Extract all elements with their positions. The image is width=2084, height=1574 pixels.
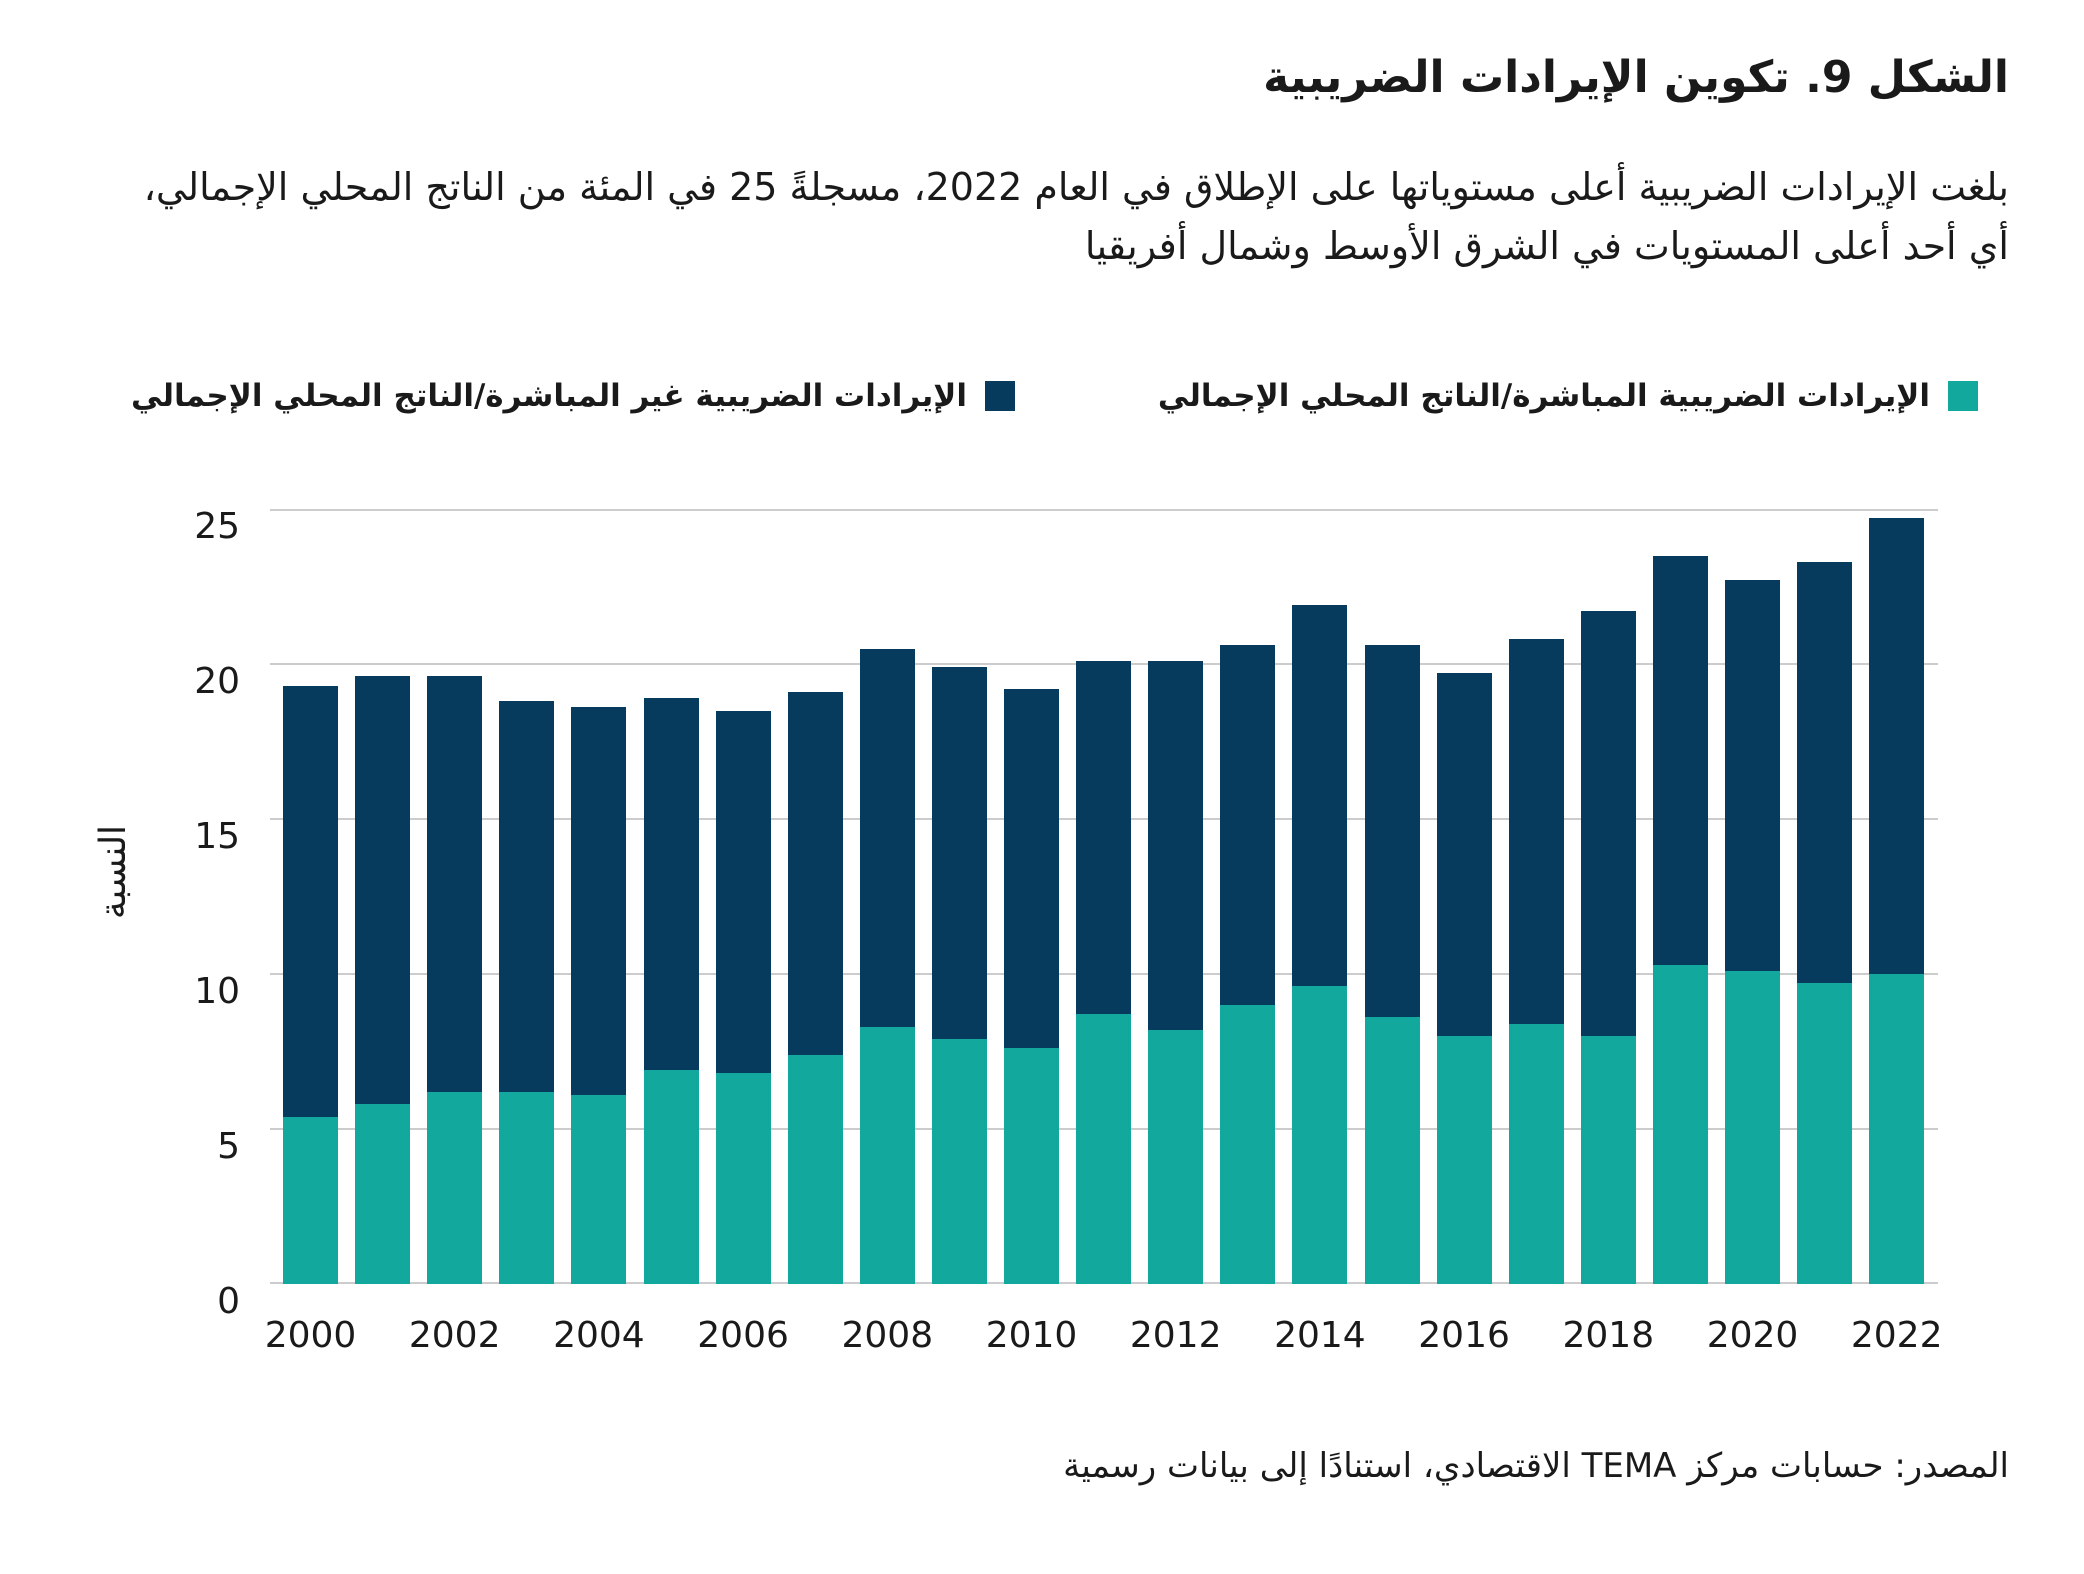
- bar-segment-direct-2021: [1797, 983, 1853, 1284]
- bar-segment-indirect-2016: [1436, 673, 1492, 1036]
- bar-segment-indirect-2007: [787, 691, 843, 1055]
- plot-area: [270, 509, 1938, 1284]
- bar-segment-direct-2005: [643, 1070, 699, 1284]
- legend-item-direct-tax: الإيرادات الضريبية المباشرة/الناتج المحل…: [1158, 372, 1978, 420]
- gridline-25: [270, 509, 1938, 511]
- bar-segment-direct-2004: [571, 1094, 627, 1284]
- y-tick-label-0: 0: [217, 1281, 240, 1322]
- bar-segment-indirect-2004: [571, 707, 627, 1095]
- bar-segment-direct-2016: [1436, 1036, 1492, 1284]
- bar-segment-direct-2014: [1292, 986, 1348, 1284]
- x-tick-label-2016: 2016: [1418, 1315, 1510, 1356]
- legend-item-indirect-tax: الإيرادات الضريبية غير المباشرة/الناتج ا…: [131, 372, 1015, 420]
- bar-segment-indirect-2019: [1652, 555, 1708, 965]
- bar-segment-indirect-2020: [1725, 580, 1780, 971]
- bar-segment-direct-2007: [787, 1054, 843, 1284]
- legend-label-indirect-tax: الإيرادات الضريبية غير المباشرة/الناتج ا…: [130, 378, 967, 414]
- bar-segment-direct-2020: [1725, 970, 1780, 1284]
- bar-segment-direct-2009: [931, 1039, 987, 1284]
- x-tick-label-2020: 2020: [1706, 1315, 1799, 1356]
- bar-segment-indirect-2014: [1292, 605, 1348, 987]
- y-tick-label-20: 20: [194, 661, 240, 702]
- x-tick-label-2000: 2000: [264, 1315, 357, 1356]
- bar-segment-indirect-2021: [1797, 561, 1853, 984]
- x-tick-label-2004: 2004: [553, 1315, 645, 1356]
- bar-segment-indirect-2008: [859, 648, 915, 1027]
- x-tick-label-2002: 2002: [408, 1315, 501, 1356]
- bar-segment-indirect-2022: [1869, 518, 1925, 974]
- x-tick-label-2012: 2012: [1129, 1315, 1222, 1356]
- bar-segment-direct-2006: [715, 1073, 771, 1284]
- source-note: المصدر: حسابات مركز TEMA الاقتصادي، استن…: [1063, 1446, 2009, 1486]
- bar-segment-direct-2019: [1652, 964, 1708, 1284]
- x-tick-label-2018: 2018: [1562, 1315, 1655, 1356]
- legend-label-direct-tax: الإيرادات الضريبية المباشرة/الناتج المحل…: [1157, 378, 1930, 414]
- legend-swatch-direct-tax: [1948, 381, 1978, 411]
- bar-segment-indirect-2005: [643, 698, 699, 1071]
- y-tick-label-15: 15: [194, 816, 240, 857]
- x-tick-label-2022: 2022: [1850, 1315, 1943, 1356]
- bar-segment-direct-2002: [427, 1091, 483, 1284]
- bar-segment-direct-2010: [1004, 1048, 1059, 1284]
- bar-segment-indirect-2013: [1220, 645, 1276, 1005]
- bar-segment-direct-2017: [1508, 1023, 1564, 1284]
- bar-segment-indirect-2001: [355, 676, 411, 1105]
- figure-title: الشكل 9. تكوين الإيرادات الضريبية: [1263, 52, 2009, 103]
- bar-segment-direct-2018: [1580, 1036, 1636, 1284]
- bar-segment-direct-2003: [499, 1091, 555, 1284]
- bar-segment-direct-2000: [283, 1116, 338, 1284]
- x-tick-label-2014: 2014: [1274, 1315, 1366, 1356]
- y-tick-label-5: 5: [217, 1126, 240, 1167]
- figure-subtitle: بلغت الإيرادات الضريبية أعلى مستوياتها ع…: [143, 165, 2009, 268]
- bar-segment-indirect-2010: [1004, 688, 1059, 1049]
- bar-segment-direct-2015: [1364, 1017, 1420, 1284]
- bar-segment-indirect-2006: [715, 710, 771, 1074]
- bar-segment-direct-2011: [1076, 1014, 1132, 1284]
- bar-segment-direct-2022: [1869, 974, 1925, 1284]
- x-tick-label-2008: 2008: [841, 1315, 934, 1356]
- bar-segment-indirect-2011: [1076, 660, 1132, 1015]
- y-axis-title: النسبة: [93, 824, 134, 920]
- y-tick-label-25: 25: [194, 506, 240, 547]
- x-tick-label-2010: 2010: [985, 1315, 1078, 1356]
- bar-segment-indirect-2003: [499, 701, 555, 1092]
- bar-segment-direct-2008: [859, 1026, 915, 1284]
- bar-segment-indirect-2009: [931, 667, 987, 1040]
- x-tick-label-2006: 2006: [697, 1315, 789, 1356]
- bar-segment-indirect-2012: [1148, 660, 1204, 1030]
- bar-segment-indirect-2018: [1580, 611, 1636, 1036]
- y-tick-label-10: 10: [194, 971, 240, 1012]
- bar-segment-direct-2013: [1220, 1005, 1276, 1284]
- bar-segment-indirect-2017: [1508, 639, 1564, 1024]
- bar-segment-indirect-2000: [283, 685, 338, 1117]
- legend-swatch-indirect-tax: [985, 381, 1015, 411]
- bar-segment-indirect-2015: [1364, 645, 1420, 1018]
- bar-segment-direct-2012: [1148, 1029, 1204, 1284]
- bar-segment-indirect-2002: [427, 676, 483, 1092]
- bar-segment-direct-2001: [355, 1104, 411, 1284]
